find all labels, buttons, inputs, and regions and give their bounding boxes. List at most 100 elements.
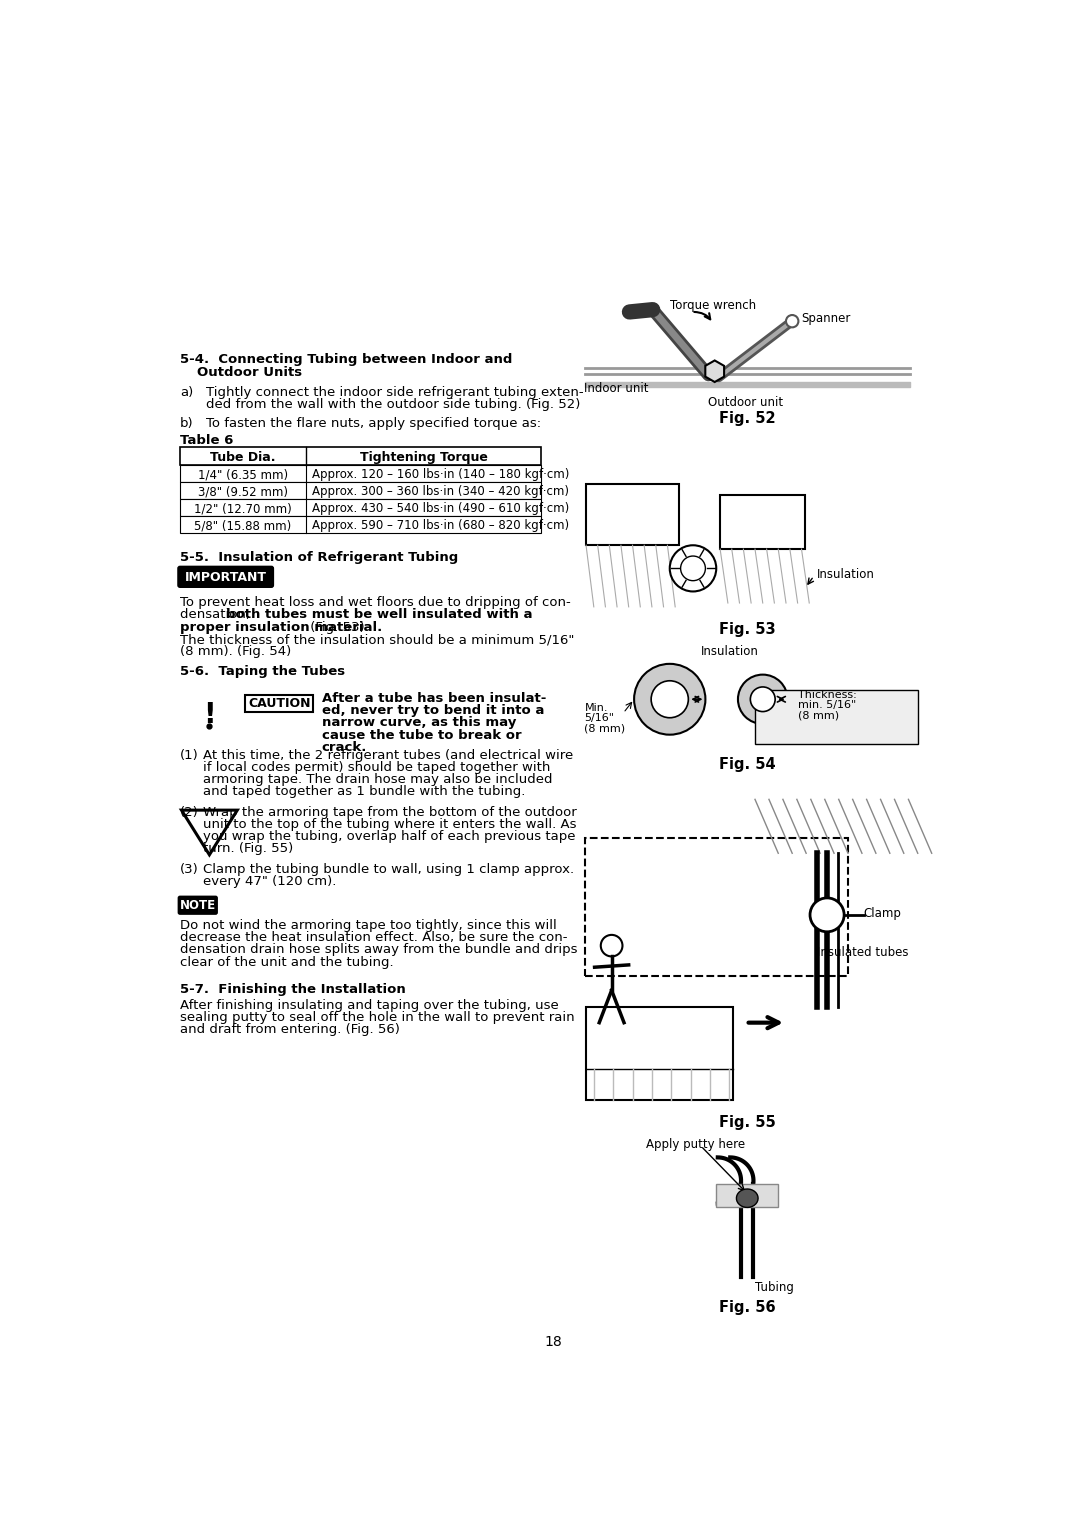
Polygon shape [737, 1189, 758, 1207]
Text: Insulation: Insulation [701, 645, 758, 659]
Bar [586, 1007, 733, 1100]
Circle shape [670, 545, 716, 591]
Polygon shape [181, 810, 238, 854]
Circle shape [651, 681, 688, 718]
Text: Fig. 54: Fig. 54 [719, 756, 775, 772]
Text: densation,: densation, [180, 608, 254, 622]
Circle shape [680, 556, 705, 581]
Text: CAUTION: CAUTION [248, 697, 310, 711]
Text: proper insulation material.: proper insulation material. [180, 620, 382, 634]
Text: Tightly connect the indoor side refrigerant tubing exten-: Tightly connect the indoor side refriger… [206, 387, 584, 399]
Text: 5-6.  Taping the Tubes: 5-6. Taping the Tubes [180, 665, 346, 678]
Bar [180, 465, 541, 483]
Circle shape [810, 898, 845, 932]
Text: 5-7.  Finishing the Installation: 5-7. Finishing the Installation [180, 984, 406, 996]
Text: (8 mm). (Fig. 54): (8 mm). (Fig. 54) [180, 645, 292, 659]
Bar [720, 495, 806, 549]
Text: a): a) [180, 387, 193, 399]
Text: decrease the heat insulation effect. Also, be sure the con-: decrease the heat insulation effect. Als… [180, 931, 567, 944]
Circle shape [634, 663, 705, 735]
Text: if local codes permit) should be taped together with: if local codes permit) should be taped t… [203, 761, 551, 773]
Text: To fasten the flare nuts, apply specified torque as:: To fasten the flare nuts, apply specifie… [206, 417, 541, 429]
Text: (2): (2) [180, 805, 199, 819]
Text: Indoor unit: Indoor unit [584, 382, 649, 396]
Text: To prevent heat loss and wet floors due to dripping of con-: To prevent heat loss and wet floors due … [180, 596, 570, 610]
Text: Approx. 430 – 540 lbs·in (490 – 610 kgf·cm): Approx. 430 – 540 lbs·in (490 – 610 kgf·… [312, 503, 570, 515]
Circle shape [600, 935, 622, 957]
Text: Approx. 120 – 160 lbs·in (140 – 180 kgf·cm): Approx. 120 – 160 lbs·in (140 – 180 kgf·… [312, 468, 570, 481]
Text: IMPORTANT: IMPORTANT [185, 570, 267, 584]
Text: (8 mm): (8 mm) [584, 723, 625, 733]
Polygon shape [705, 361, 724, 382]
Circle shape [751, 688, 775, 712]
Text: sealing putty to seal off the hole in the wall to prevent rain: sealing putty to seal off the hole in th… [180, 1012, 575, 1024]
Text: !: ! [203, 701, 216, 729]
Circle shape [786, 315, 798, 327]
Text: you wrap the tubing, overlap half of each previous tape: you wrap the tubing, overlap half of eac… [203, 830, 576, 843]
Text: Fig. 52: Fig. 52 [719, 411, 775, 425]
Bar [180, 483, 541, 500]
Text: Table 6: Table 6 [180, 434, 233, 446]
Text: Insulation: Insulation [816, 568, 875, 581]
Text: 3/8" (9.52 mm): 3/8" (9.52 mm) [198, 486, 288, 498]
Text: (3): (3) [180, 862, 199, 876]
Text: Tightening Torque: Tightening Torque [360, 451, 488, 463]
Text: and draft from entering. (Fig. 56): and draft from entering. (Fig. 56) [180, 1024, 400, 1036]
Text: 5-4.  Connecting Tubing between Indoor and: 5-4. Connecting Tubing between Indoor an… [180, 353, 512, 365]
Text: ded from the wall with the outdoor side tubing. (Fig. 52): ded from the wall with the outdoor side … [206, 399, 581, 411]
Text: Apply putty here: Apply putty here [647, 1138, 745, 1151]
Text: b): b) [180, 417, 193, 429]
Text: crack.: crack. [322, 741, 367, 753]
Text: Outdoor Units: Outdoor Units [197, 365, 302, 379]
Text: Fig. 56: Fig. 56 [719, 1300, 775, 1316]
Text: 5-5.  Insulation of Refrigerant Tubing: 5-5. Insulation of Refrigerant Tubing [180, 552, 458, 564]
Text: Wrap the armoring tape from the bottom of the outdoor: Wrap the armoring tape from the bottom o… [203, 805, 577, 819]
Text: Outdoor unit: Outdoor unit [708, 396, 784, 410]
Text: Approx. 590 – 710 lbs·in (680 – 820 kgf·cm): Approx. 590 – 710 lbs·in (680 – 820 kgf·… [312, 520, 569, 532]
Text: cause the tube to break or: cause the tube to break or [322, 729, 522, 741]
Text: clear of the unit and the tubing.: clear of the unit and the tubing. [180, 955, 393, 969]
Text: and taped together as 1 bundle with the tubing.: and taped together as 1 bundle with the … [203, 785, 526, 799]
Bar [245, 695, 313, 712]
Bar [180, 516, 541, 533]
Text: armoring tape. The drain hose may also be included: armoring tape. The drain hose may also b… [203, 773, 553, 787]
Text: ed, never try to bend it into a: ed, never try to bend it into a [322, 704, 544, 717]
Text: densation drain hose splits away from the bundle and drips: densation drain hose splits away from th… [180, 943, 578, 957]
Bar [716, 1184, 779, 1207]
Text: narrow curve, as this may: narrow curve, as this may [322, 717, 516, 729]
Text: Thickness:: Thickness: [798, 691, 856, 700]
Text: turn. (Fig. 55): turn. (Fig. 55) [203, 842, 294, 856]
Text: 18: 18 [544, 1334, 563, 1349]
Text: Insulated tubes: Insulated tubes [816, 946, 908, 958]
Text: After finishing insulating and taping over the tubing, use: After finishing insulating and taping ov… [180, 999, 558, 1012]
Text: 5/16": 5/16" [584, 714, 615, 723]
Text: every 47" (120 cm).: every 47" (120 cm). [203, 876, 337, 888]
Text: (Fig. 53): (Fig. 53) [306, 620, 364, 634]
Text: Spanner: Spanner [801, 312, 851, 324]
Text: (1): (1) [180, 749, 199, 761]
FancyBboxPatch shape [177, 565, 274, 588]
Text: Do not wind the armoring tape too tightly, since this will: Do not wind the armoring tape too tightl… [180, 918, 556, 932]
Text: After a tube has been insulat-: After a tube has been insulat- [322, 692, 546, 704]
Text: Clamp the tubing bundle to wall, using 1 clamp approx.: Clamp the tubing bundle to wall, using 1… [203, 862, 575, 876]
Bar [586, 484, 679, 545]
Text: min. 5/16": min. 5/16" [798, 700, 855, 711]
Text: (8 mm): (8 mm) [798, 711, 839, 720]
Bar [180, 448, 541, 465]
Text: Tubing: Tubing [755, 1280, 794, 1294]
Text: Approx. 300 – 360 lbs·in (340 – 420 kgf·cm): Approx. 300 – 360 lbs·in (340 – 420 kgf·… [312, 486, 569, 498]
Text: Fig. 53: Fig. 53 [719, 622, 775, 637]
Text: 1/2" (12.70 mm): 1/2" (12.70 mm) [194, 503, 292, 515]
Text: Min.: Min. [584, 703, 608, 714]
Text: Clamp: Clamp [864, 908, 902, 920]
Bar [584, 837, 848, 976]
Text: 5/8" (15.88 mm): 5/8" (15.88 mm) [194, 520, 292, 532]
Text: The thickness of the insulation should be a minimum 5/16": The thickness of the insulation should b… [180, 633, 575, 646]
Text: both tubes must be well insulated with a: both tubes must be well insulated with a [227, 608, 532, 622]
Text: Torque wrench: Torque wrench [670, 299, 756, 312]
Text: Tube Dia.: Tube Dia. [211, 451, 275, 463]
Circle shape [738, 675, 787, 724]
Text: At this time, the 2 refrigerant tubes (and electrical wire: At this time, the 2 refrigerant tubes (a… [203, 749, 573, 761]
Polygon shape [755, 691, 918, 744]
Bar [180, 500, 541, 516]
